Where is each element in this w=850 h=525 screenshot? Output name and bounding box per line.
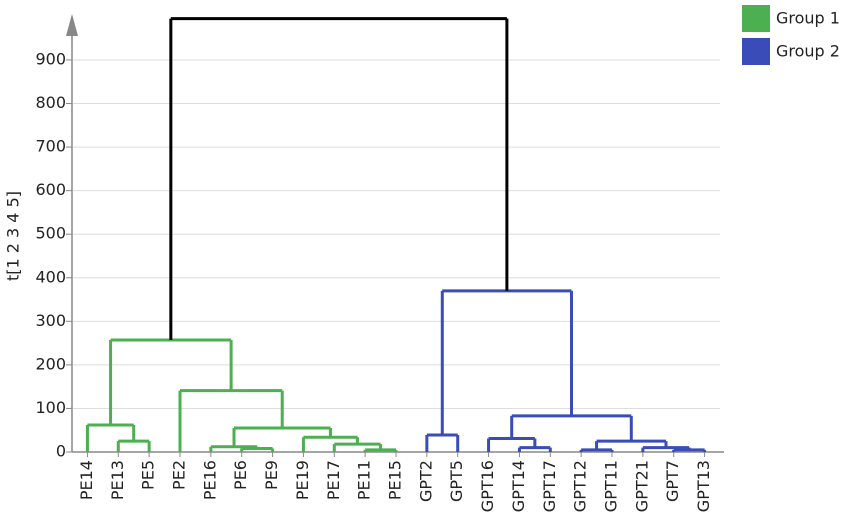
y-tick-label: 300 [35,311,66,330]
dendrogram-link [487,436,537,452]
leaf-label: PE2 [170,460,189,490]
dendrogram-link [85,423,136,452]
y-tick-label: 100 [35,398,66,417]
y-tick-label: 500 [35,224,66,243]
legend-label: Group 2 [776,42,840,61]
dendrogram-link [301,435,359,452]
dendrogram-link [425,433,460,452]
leaf-label: PE6 [231,460,250,490]
y-axis-arrow [66,14,78,36]
dendrogram-link [209,445,259,452]
dendrogram-link [109,338,233,425]
leaf-label: GPT14 [509,460,528,512]
dendrogram-link [178,389,284,452]
leaf-label: PE11 [355,460,374,500]
legend-swatch [742,38,770,65]
leaf-label: GPT5 [447,460,466,502]
leaf-label: PE19 [293,460,312,500]
y-tick-label: 400 [35,267,66,286]
dendrogram-link [116,439,151,452]
leaf-label: PE14 [77,460,96,500]
leaf-label: GPT13 [694,460,713,512]
leaf-label: PE13 [108,460,127,500]
legend-swatch [742,5,770,32]
legend-label: Group 1 [776,9,840,28]
y-tick-label: 800 [35,93,66,112]
leaf-label: PE16 [200,460,219,500]
leaf-label: GPT16 [478,460,497,512]
leaf-label: PE17 [324,460,343,500]
leaf-label: PE9 [262,460,281,490]
leaf-label: PE5 [139,460,158,490]
leaf-label: GPT17 [540,460,559,512]
leaf-label: PE15 [386,460,405,500]
y-tick-label: 200 [35,354,66,373]
dendrogram-link [169,17,509,341]
leaf-label: GPT12 [571,460,590,512]
leaf-label: GPT7 [663,460,682,502]
leaf-label: GPT2 [416,460,435,502]
leaf-label: GPT11 [602,460,621,512]
y-tick-label: 600 [35,180,66,199]
leaf-label: GPT21 [632,460,651,512]
dendrogram-link [440,289,573,436]
y-axis-label: t[1 2 3 4 5] [4,191,23,281]
links [85,17,707,452]
y-tick-label: 900 [35,49,66,68]
y-tick-label: 0 [56,442,66,461]
y-tick-label: 700 [35,137,66,156]
